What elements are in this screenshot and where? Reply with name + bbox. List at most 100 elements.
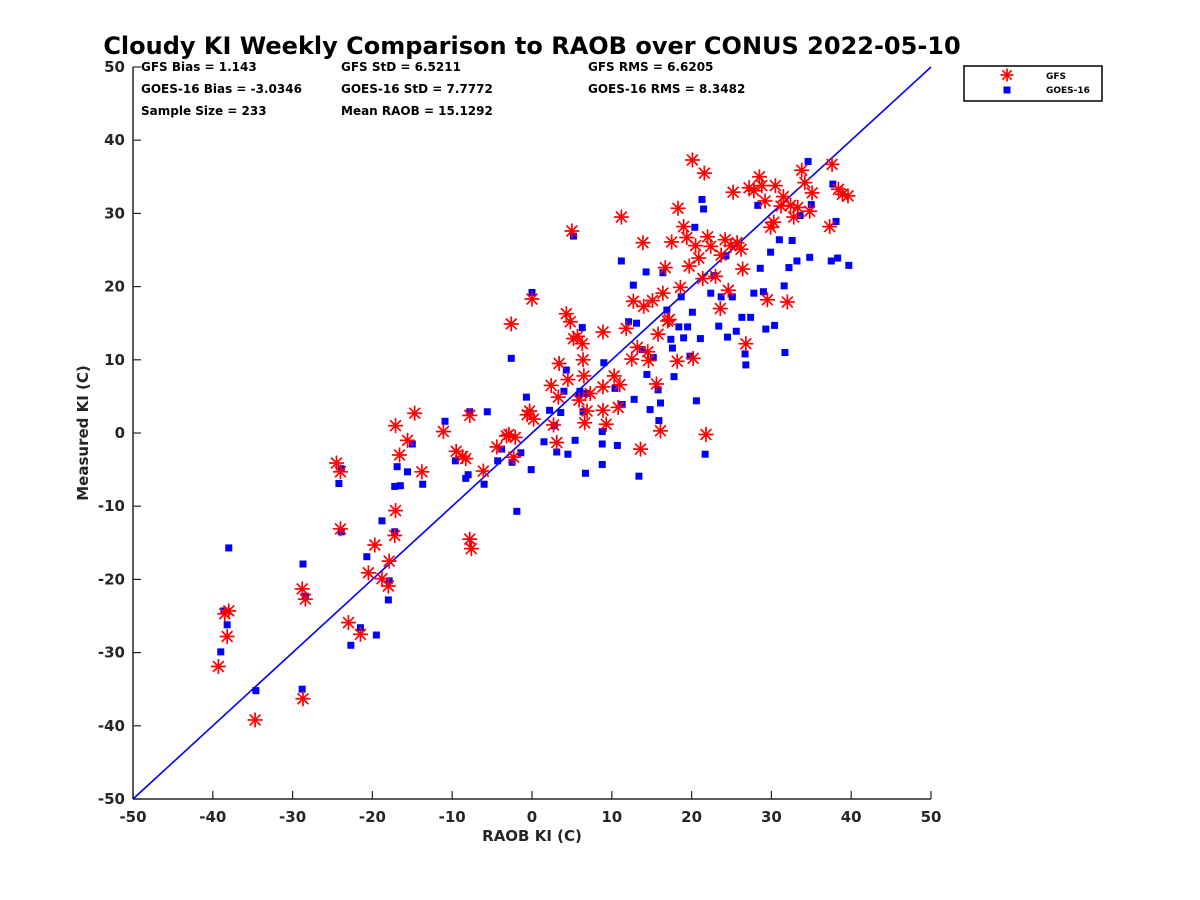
gfs-point	[475, 463, 491, 479]
gfs-point	[388, 503, 404, 519]
y-tick-label: -30	[98, 644, 125, 662]
goes16-point	[299, 560, 307, 568]
gfs-point	[219, 628, 235, 644]
y-tick-label: 10	[104, 351, 125, 369]
goes16-point	[667, 335, 675, 343]
gfs-point	[735, 261, 751, 277]
gfs-point	[367, 537, 383, 553]
goes16-point	[701, 450, 709, 458]
gfs-point	[766, 214, 782, 230]
goes16-point	[363, 553, 371, 561]
goes16-point	[223, 621, 231, 629]
goes16-point	[759, 288, 767, 296]
gfs-point	[595, 324, 611, 340]
gfs-point	[295, 691, 311, 707]
goes16-point	[643, 370, 651, 378]
goes16-point	[462, 474, 470, 482]
chart-title: Cloudy KI Weekly Comparison to RAOB over…	[103, 32, 960, 60]
goes16-point	[347, 641, 355, 649]
series-goes16	[217, 157, 853, 695]
goes16-point	[677, 293, 685, 301]
goes16-point	[298, 685, 306, 693]
gfs-point	[802, 203, 818, 219]
goes16-point	[680, 334, 688, 342]
gfs-point	[579, 403, 595, 419]
goes16-point	[663, 306, 671, 314]
gfs-point	[549, 435, 565, 451]
gfs-point	[380, 578, 396, 594]
goes16-point	[698, 195, 706, 203]
y-tick-label: -10	[98, 497, 125, 515]
gfs-point	[595, 379, 611, 395]
goes16-point	[464, 471, 472, 479]
gfs-point	[562, 314, 578, 330]
goes16-point	[756, 264, 764, 272]
goes16-point	[598, 440, 606, 448]
goes16-point	[742, 361, 750, 369]
gfs-point	[672, 279, 688, 295]
legend-goes-square	[1003, 86, 1011, 94]
gfs-point	[733, 241, 749, 257]
gfs-point	[381, 553, 397, 569]
gfs-point	[606, 368, 622, 384]
goes16-point	[404, 468, 412, 476]
goes16-point	[696, 335, 704, 343]
goes16-point	[613, 441, 621, 449]
gfs-point	[703, 238, 719, 254]
gfs-point	[669, 353, 685, 369]
gfs-point	[676, 219, 692, 235]
goes16-point	[707, 289, 715, 297]
goes16-point	[372, 631, 380, 639]
x-tick-label: -30	[279, 808, 306, 826]
goes16-point	[252, 687, 260, 695]
goes16-point	[483, 408, 491, 416]
goes16-point	[581, 469, 589, 477]
one-to-one-line	[132, 66, 932, 800]
gfs-point	[779, 294, 795, 310]
gfs-point	[681, 258, 697, 274]
legend-goes-label: GOES-16	[1046, 86, 1090, 96]
goes16-point	[747, 313, 755, 321]
gfs-point	[297, 591, 313, 607]
plot-axes: -50 -40 -30 -20 -10 0 10 20 30 40 50 -50 -40 -30 -20 -1…	[98, 58, 942, 826]
gfs-point	[775, 189, 791, 205]
gfs-point	[685, 350, 701, 366]
series-gfs	[210, 152, 856, 728]
gfs-point	[804, 185, 820, 201]
x-tick-label: -20	[359, 808, 386, 826]
goes16-point	[507, 354, 515, 362]
y-tick-label: -20	[98, 570, 125, 588]
gfs-point	[571, 392, 587, 408]
goes16-point	[557, 409, 565, 417]
gfs-point	[635, 235, 651, 251]
stat-gfs-rms: GFS RMS = 6.6205	[588, 60, 713, 74]
gfs-point	[822, 219, 838, 235]
x-tick-label: 40	[841, 808, 862, 826]
gfs-point	[435, 424, 451, 440]
goes16-point	[771, 321, 779, 329]
goes16-point	[668, 344, 676, 352]
goes16-point	[546, 406, 554, 414]
gfs-point	[458, 451, 474, 467]
goes16-point	[494, 457, 502, 465]
gfs-point	[400, 432, 416, 448]
goes16-point	[335, 480, 343, 488]
gfs-point	[700, 229, 716, 245]
stat-gfs-std: GFS StD = 6.5211	[341, 60, 461, 74]
goes16-point	[767, 248, 775, 256]
goes16-point	[738, 313, 746, 321]
goes16-point	[508, 458, 516, 466]
goes16-point	[754, 201, 762, 209]
gfs-point	[489, 439, 505, 455]
goes16-point	[540, 438, 548, 446]
goes16-point	[656, 399, 664, 407]
gfs-point	[522, 403, 538, 419]
goes16-point	[441, 417, 449, 425]
goes16-point	[780, 282, 788, 290]
goes16-point	[728, 293, 736, 301]
goes16-point	[804, 157, 812, 165]
goes16-point	[684, 323, 692, 331]
x-tick-label: -10	[439, 808, 466, 826]
goes16-point	[762, 325, 770, 333]
legend-gfs-label: GFS	[1046, 72, 1066, 82]
